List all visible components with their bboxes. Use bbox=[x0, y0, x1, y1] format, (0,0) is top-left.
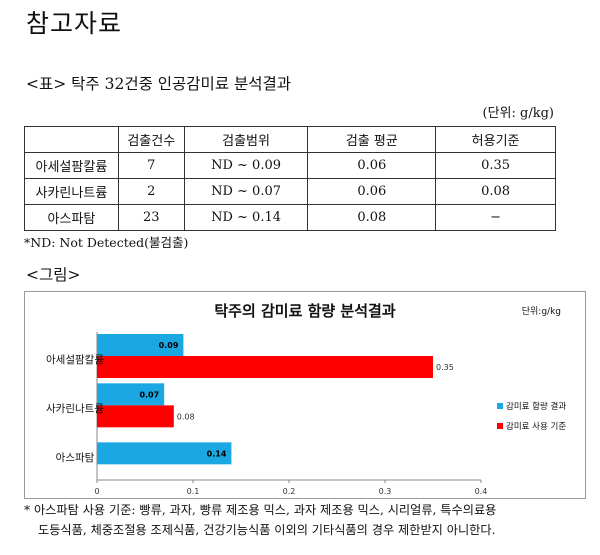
bar-content bbox=[97, 334, 184, 356]
limit-cell: 0.35 bbox=[435, 152, 556, 179]
category-label: 아스파탐 bbox=[55, 452, 95, 464]
legend-item: 감미료 사용 기준 bbox=[497, 420, 566, 432]
bottom-note: * 아스파탐 사용 기준: 빵류, 과자, 빵류 제조용 믹스, 과자 제조용 … bbox=[24, 500, 590, 540]
average-cell: 0.08 bbox=[307, 204, 437, 231]
bar-label: 0.35 bbox=[436, 363, 454, 372]
table-row: 사카린나트륨 2 ND ~ 0.07 0.06 0.08 bbox=[24, 178, 556, 205]
chart-container: 탁주의 감미료 함량 분석결과 단위:g/kg 0 0.1 0.2 0.3 0.4 0.0… bbox=[24, 291, 586, 499]
column-header: 검출건수 bbox=[117, 126, 185, 153]
legend-item: 감미료 함량 결과 bbox=[497, 400, 566, 412]
bar-content bbox=[97, 442, 232, 465]
column-header: 허용기준 bbox=[435, 126, 556, 153]
column-header bbox=[24, 126, 119, 153]
figure-heading: <그림> bbox=[26, 266, 81, 284]
column-header: 검출범위 bbox=[183, 126, 309, 153]
x-tick-label: 0.2 bbox=[283, 487, 296, 496]
bottom-note-line2: 도등식품, 체중조절용 조제식품, 건강기능식품 이외의 기타식품의 경우 제한… bbox=[38, 523, 496, 537]
table-footnote: *ND: Not Detected(불검출) bbox=[24, 235, 189, 250]
row-name-cell: 사카린나트륨 bbox=[24, 178, 119, 205]
row-name-cell: 아스파탐 bbox=[24, 204, 119, 231]
bar-label: 0.07 bbox=[139, 390, 159, 399]
row-name-cell: 아세설팜칼륨 bbox=[24, 152, 119, 179]
chart-legend: 감미료 함량 결과 감미료 사용 기준 bbox=[497, 400, 566, 440]
limit-cell: − bbox=[435, 204, 556, 231]
table-row: 아스파탐 23 ND ~ 0.14 0.08 − bbox=[24, 204, 556, 231]
bar-label: 0.09 bbox=[159, 341, 179, 350]
x-tick-label: 0.4 bbox=[475, 487, 488, 496]
legend-label: 감미료 사용 기준 bbox=[506, 422, 567, 432]
chart-title: 탁주의 감미료 함량 분석결과 bbox=[214, 302, 396, 320]
chart-unit-label: 단위:g/kg bbox=[521, 307, 561, 317]
limit-cell: 0.08 bbox=[435, 178, 556, 205]
analysis-table: 검출건수 검출범위 검출 평균 허용기준 아세설팜칼륨 7 ND ~ 0.09 … bbox=[24, 126, 556, 231]
x-tick-label: 0.3 bbox=[379, 487, 392, 496]
category-label: 사카린나트륨 bbox=[46, 403, 104, 415]
range-cell: ND ~ 0.09 bbox=[183, 152, 309, 179]
category-label: 아세설팜칼륨 bbox=[46, 354, 104, 366]
count-cell: 23 bbox=[117, 204, 185, 231]
bar-standard bbox=[97, 405, 174, 428]
x-tick-label: 0 bbox=[94, 487, 99, 496]
table-header-row: 검출건수 검출범위 검출 평균 허용기준 bbox=[24, 126, 556, 153]
legend-swatch-red bbox=[497, 423, 503, 429]
bar-chart: 0 0.1 0.2 0.3 0.4 0.09 0.35 0.07 0.08 0.14 bbox=[94, 332, 488, 496]
document-title: 참고자료 bbox=[26, 9, 123, 38]
count-cell: 7 bbox=[117, 152, 185, 179]
legend-label: 감미료 함량 결과 bbox=[506, 402, 567, 412]
bar-content bbox=[97, 383, 165, 406]
table-heading: <표> 탁주 32건중 인공감미료 분석결과 bbox=[26, 75, 292, 93]
column-header: 검출 평균 bbox=[307, 126, 437, 153]
bar-standard bbox=[97, 356, 433, 378]
range-cell: ND ~ 0.07 bbox=[183, 178, 309, 205]
bottom-note-line1: * 아스파탐 사용 기준: 빵류, 과자, 빵류 제조용 믹스, 과자 제조용 … bbox=[24, 503, 497, 517]
average-cell: 0.06 bbox=[307, 152, 437, 179]
legend-swatch-blue bbox=[497, 403, 503, 409]
range-cell: ND ~ 0.14 bbox=[183, 204, 309, 231]
unit-note: (단위: g/kg) bbox=[482, 106, 554, 121]
average-cell: 0.06 bbox=[307, 178, 437, 205]
bar-label: 0.08 bbox=[177, 412, 195, 421]
table-row: 아세설팜칼륨 7 ND ~ 0.09 0.06 0.35 bbox=[24, 152, 556, 179]
count-cell: 2 bbox=[117, 178, 185, 205]
x-tick-label: 0.1 bbox=[187, 487, 200, 496]
bar-label: 0.14 bbox=[207, 449, 227, 458]
